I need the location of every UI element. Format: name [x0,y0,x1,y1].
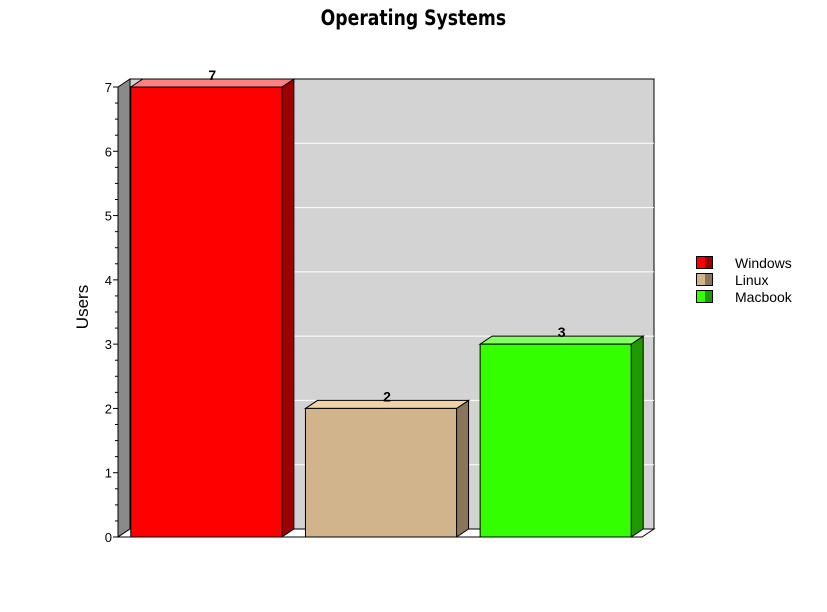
legend-item-macbook: Macbook [696,288,792,305]
legend-label-macbook: Macbook [735,288,792,305]
bar-front [479,343,632,538]
bar-side [630,335,644,538]
data-label: 7 [208,67,216,83]
bar-front [304,407,458,538]
bar-linux [303,399,471,538]
legend-swatch-windows [696,256,713,269]
legend-item-linux: Linux [696,271,792,288]
legend-swatch-dark [704,274,712,285]
bar-front [130,86,283,538]
plot-left-wall [117,78,131,538]
y-axis-title: Users [73,285,92,329]
y-tick-label: 3 [105,337,112,352]
bar-windows [129,78,296,538]
bar-macbook [478,335,645,538]
legend-label-windows: Windows [735,254,792,271]
bar-side [281,78,295,538]
legend-swatch-linux [696,273,713,286]
legend: Windows Linux Macbook [696,254,792,305]
y-tick-label: 6 [105,144,112,159]
y-tick-label: 4 [105,273,112,288]
legend-swatch-light [697,274,705,285]
y-tick-label: 5 [105,209,112,224]
legend-swatch-dark [704,291,712,302]
y-tick-label: 7 [105,80,112,95]
chart-title: Operating Systems [320,6,507,30]
legend-swatch-macbook [696,290,713,303]
y-tick-label: 1 [105,466,112,481]
legend-swatch-light [697,257,705,268]
bar-side [456,399,470,538]
y-tick-label: 2 [105,401,112,416]
legend-swatch-dark [704,257,712,268]
legend-label-linux: Linux [735,271,769,288]
legend-item-windows: Windows [696,254,792,271]
data-label: 2 [383,388,391,404]
y-tick-label: 0 [105,530,112,545]
data-label: 3 [558,324,566,340]
legend-swatch-light [697,291,705,302]
